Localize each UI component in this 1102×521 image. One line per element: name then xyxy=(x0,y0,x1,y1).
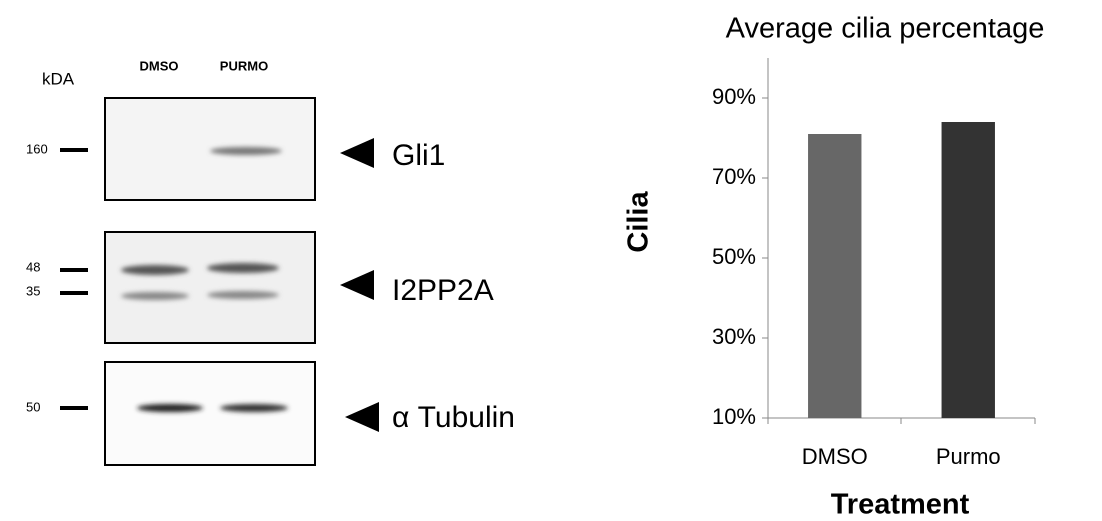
kda-label: kDA xyxy=(42,69,75,88)
blot-panel xyxy=(105,232,315,343)
figure: kDA DMSO PURMO 160 48 35 50 Gli1 I2PP2A … xyxy=(0,0,1102,521)
page: kDA DMSO PURMO 160 48 35 50 Gli1 I2PP2A … xyxy=(0,0,1102,521)
y-tick-label: 50% xyxy=(712,244,756,269)
x-tick-label: DMSO xyxy=(802,444,868,469)
marker-label: 35 xyxy=(26,283,40,298)
protein-label: Gli1 xyxy=(392,139,445,172)
x-category-ticks xyxy=(768,418,1035,424)
marker-dashes xyxy=(60,150,88,408)
x-axis-label: Treatment xyxy=(831,489,970,521)
bar xyxy=(942,122,995,418)
marker-label: 160 xyxy=(26,141,48,156)
blot-panel xyxy=(105,362,315,465)
y-tick-label: 30% xyxy=(712,324,756,349)
lane-label: DMSO xyxy=(140,58,179,73)
y-tick-label: 70% xyxy=(712,164,756,189)
chart-title: Average cilia percentage xyxy=(726,13,1045,45)
marker-label: 48 xyxy=(26,259,40,274)
arrows xyxy=(340,138,379,432)
y-axis-label: Cilia xyxy=(623,191,655,253)
bar xyxy=(808,134,861,418)
protein-label: α Tubulin xyxy=(392,401,515,434)
lane-label: PURMO xyxy=(220,58,268,73)
y-tick-label: 90% xyxy=(712,84,756,109)
x-tick-label: Purmo xyxy=(936,444,1001,469)
blot-panel xyxy=(105,98,315,200)
y-tick-label: 10% xyxy=(712,404,756,429)
protein-label: I2PP2A xyxy=(392,274,494,307)
marker-label: 50 xyxy=(26,399,40,414)
